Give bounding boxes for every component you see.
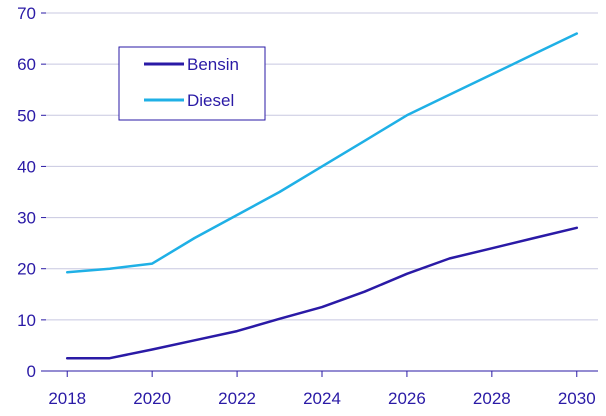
x-tick-label: 2030 xyxy=(558,389,596,408)
y-tick-label: 0 xyxy=(27,362,36,381)
x-tick-label: 2020 xyxy=(133,389,171,408)
y-tick-label: 20 xyxy=(17,260,36,279)
legend-label-diesel: Diesel xyxy=(187,91,234,110)
y-tick-label: 50 xyxy=(17,106,36,125)
y-axis-ticks: 0 10 20 30 40 50 60 70 xyxy=(17,4,46,381)
series-line-diesel xyxy=(65,32,579,274)
x-tick-label: 2026 xyxy=(388,389,426,408)
y-tick-label: 10 xyxy=(17,311,36,330)
x-axis-ticks: 2018 2020 2022 2024 2026 2028 2030 xyxy=(48,371,596,408)
legend: Bensin Diesel xyxy=(118,46,266,121)
x-tick-label: 2024 xyxy=(303,389,341,408)
y-tick-label: 30 xyxy=(17,209,36,228)
x-tick-label: 2028 xyxy=(473,389,511,408)
y-tick-label: 70 xyxy=(17,4,36,23)
series-line-bensin xyxy=(65,226,579,360)
series-lines xyxy=(65,32,579,360)
legend-box xyxy=(118,46,266,121)
y-tick-label: 40 xyxy=(17,157,36,176)
x-tick-label: 2022 xyxy=(218,389,256,408)
legend-label-bensin: Bensin xyxy=(187,55,239,74)
x-tick-label: 2018 xyxy=(48,389,86,408)
y-tick-label: 60 xyxy=(17,55,36,74)
